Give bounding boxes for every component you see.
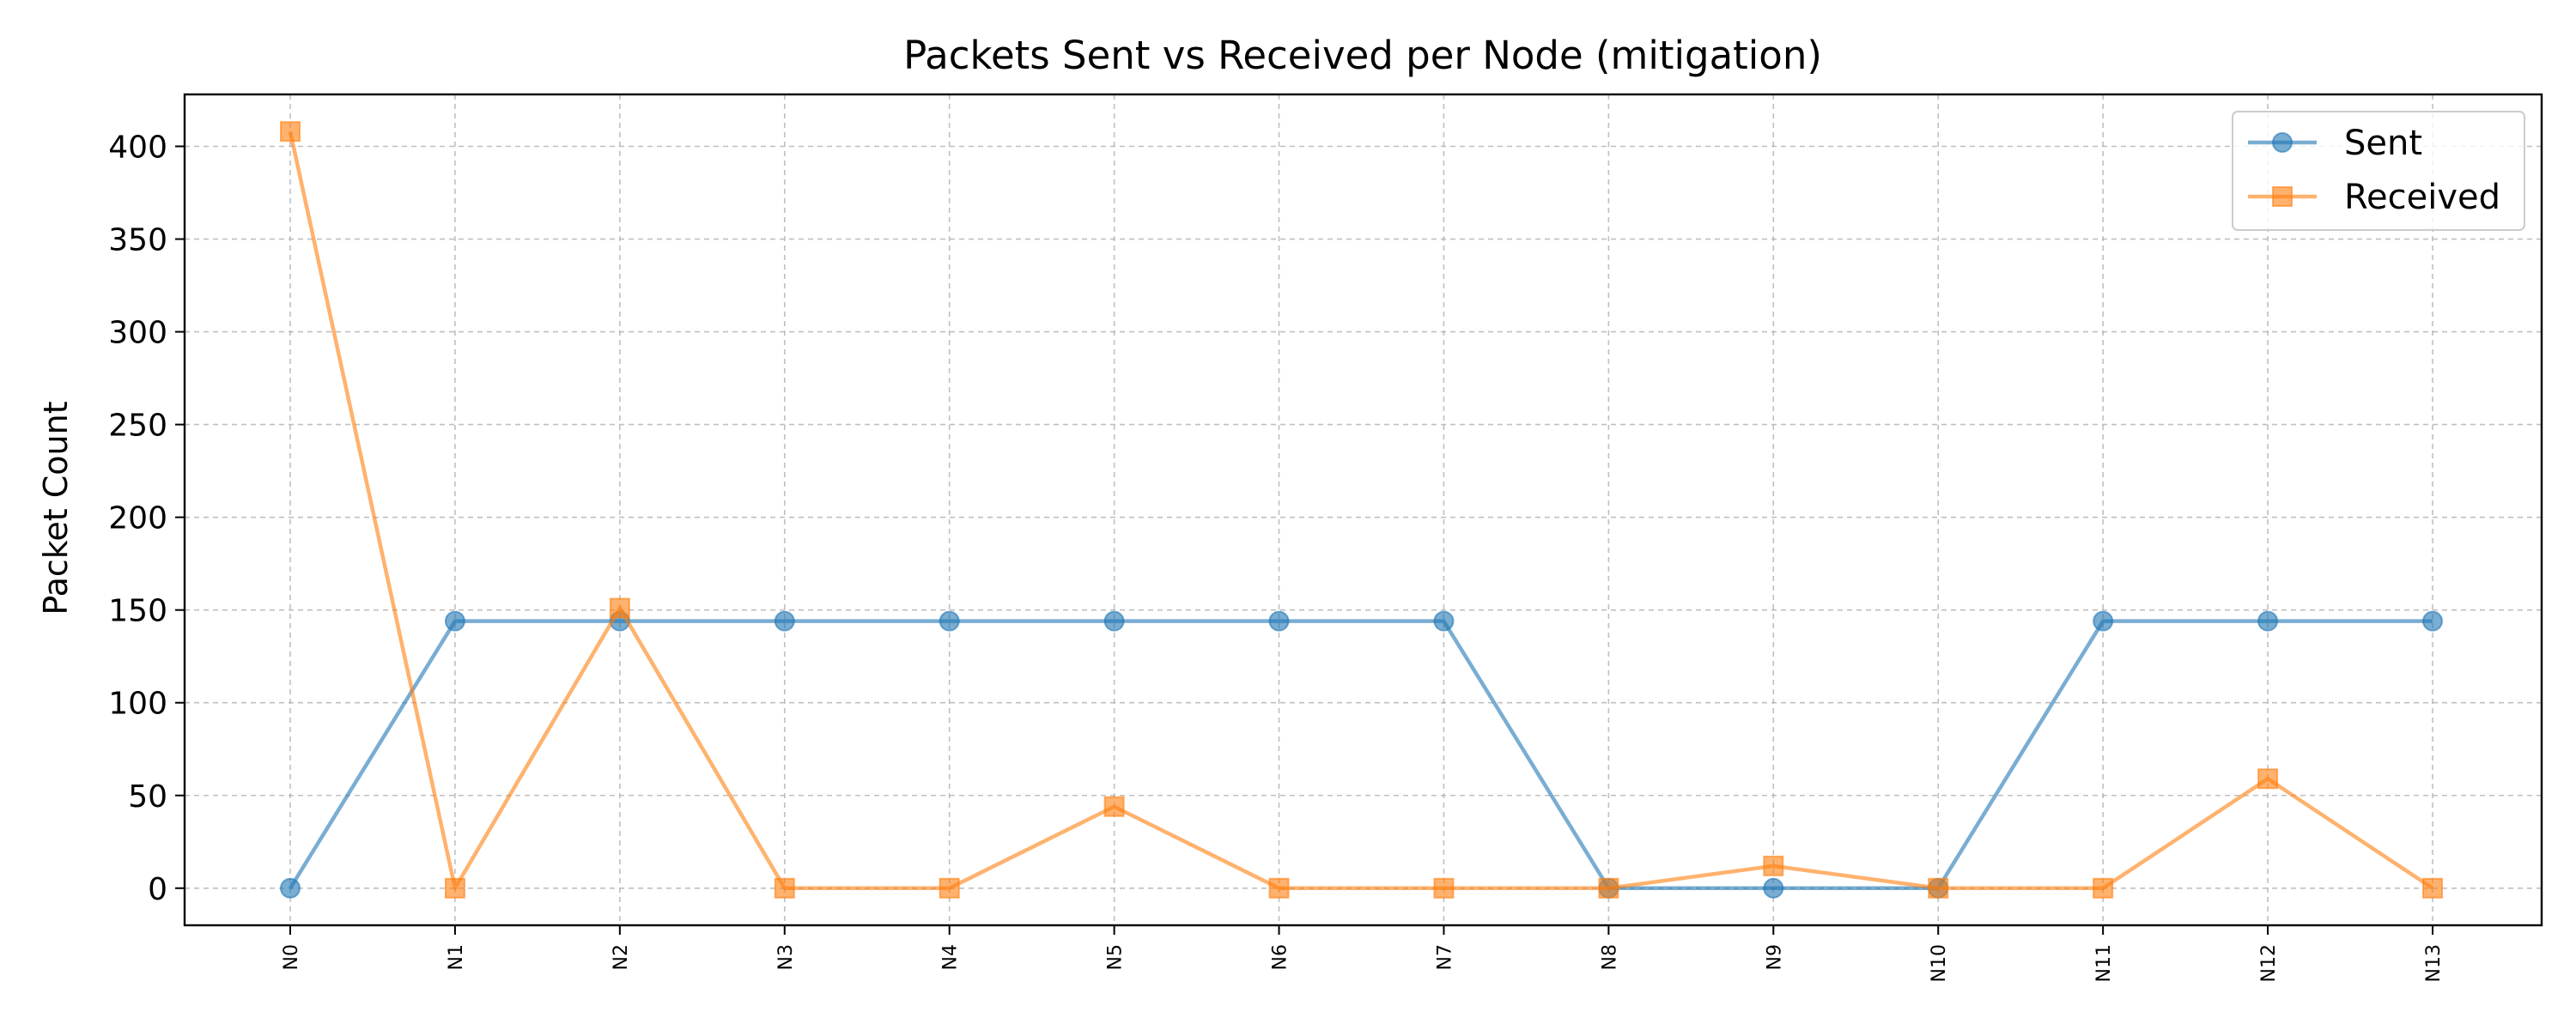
y-tick-label: 250: [108, 409, 167, 444]
sent-point: [2257, 610, 2279, 632]
sent-point: [1268, 610, 1290, 632]
legend: Sent Received: [2232, 111, 2525, 231]
y-axis-ticks: 0 50 100 150 200 250 300 350 400: [108, 130, 185, 907]
received-point: [1598, 877, 1619, 899]
sent-line: [289, 619, 2433, 891]
x-tick-label: N5: [1105, 944, 1127, 970]
x-tick-label: N10: [1929, 944, 1950, 982]
received-line: [288, 130, 2434, 891]
received-point: [1268, 877, 1290, 899]
received-point: [2093, 877, 2114, 899]
y-tick-label: 150: [108, 594, 167, 629]
x-tick-label: N4: [940, 944, 962, 970]
y-tick-label: 50: [128, 779, 167, 815]
x-tick-label: N13: [2423, 944, 2445, 982]
sent-point: [1763, 877, 1784, 899]
sent-point: [1103, 610, 1125, 632]
x-tick-label: N12: [2258, 944, 2280, 982]
chart-title: Packets Sent vs Received per Node (mitig…: [903, 33, 1822, 78]
x-tick-label: N7: [1434, 944, 1455, 970]
legend-sent-marker: [2272, 132, 2293, 153]
sent-point: [2422, 610, 2443, 632]
sent-point: [2093, 610, 2114, 632]
received-point: [2422, 877, 2443, 899]
sent-point: [1433, 610, 1455, 632]
x-tick-label: N6: [1270, 944, 1291, 970]
received-point: [939, 877, 960, 899]
received-point: [1433, 877, 1455, 899]
received-point: [1928, 877, 1949, 899]
x-tick-label: N8: [1599, 944, 1620, 970]
y-tick-label: 200: [108, 501, 167, 536]
y-tick-label: 100: [108, 687, 167, 722]
y-tick-label: 400: [108, 130, 167, 166]
legend-sent-label: Sent: [2344, 124, 2422, 163]
x-tick-label: N11: [2093, 944, 2115, 982]
received-point: [2257, 768, 2279, 790]
legend-received-marker: [2272, 186, 2293, 207]
sent-point: [444, 610, 465, 632]
sent-point: [280, 877, 301, 899]
received-point: [280, 121, 301, 142]
received-point: [609, 597, 630, 619]
y-tick-label: 350: [108, 223, 167, 258]
received-point: [774, 877, 795, 899]
received-point: [1763, 855, 1784, 876]
received-point: [1103, 796, 1125, 817]
x-tick-label: N3: [775, 944, 797, 970]
y-axis-label: Packet Count: [37, 401, 75, 615]
received-point: [444, 877, 465, 899]
series-sent: [280, 610, 2443, 899]
y-tick-label: 300: [108, 316, 167, 351]
series-received: [280, 121, 2443, 899]
plot-area-frame: [183, 93, 2543, 927]
y-tick-label: 0: [148, 872, 167, 907]
legend-received-label: Received: [2344, 178, 2500, 217]
x-tick-label: N0: [281, 944, 302, 970]
x-tick-label: N1: [446, 944, 467, 970]
series-layer: [280, 121, 2443, 899]
x-axis-ticks: N0 N1 N2 N3 N4 N5 N6 N7 N8 N9 N10 N11 N12 N13: [281, 925, 2445, 982]
sent-point: [939, 610, 960, 632]
sent-point: [774, 610, 795, 632]
x-tick-label: N9: [1764, 944, 1785, 970]
x-tick-label: N2: [611, 944, 632, 970]
